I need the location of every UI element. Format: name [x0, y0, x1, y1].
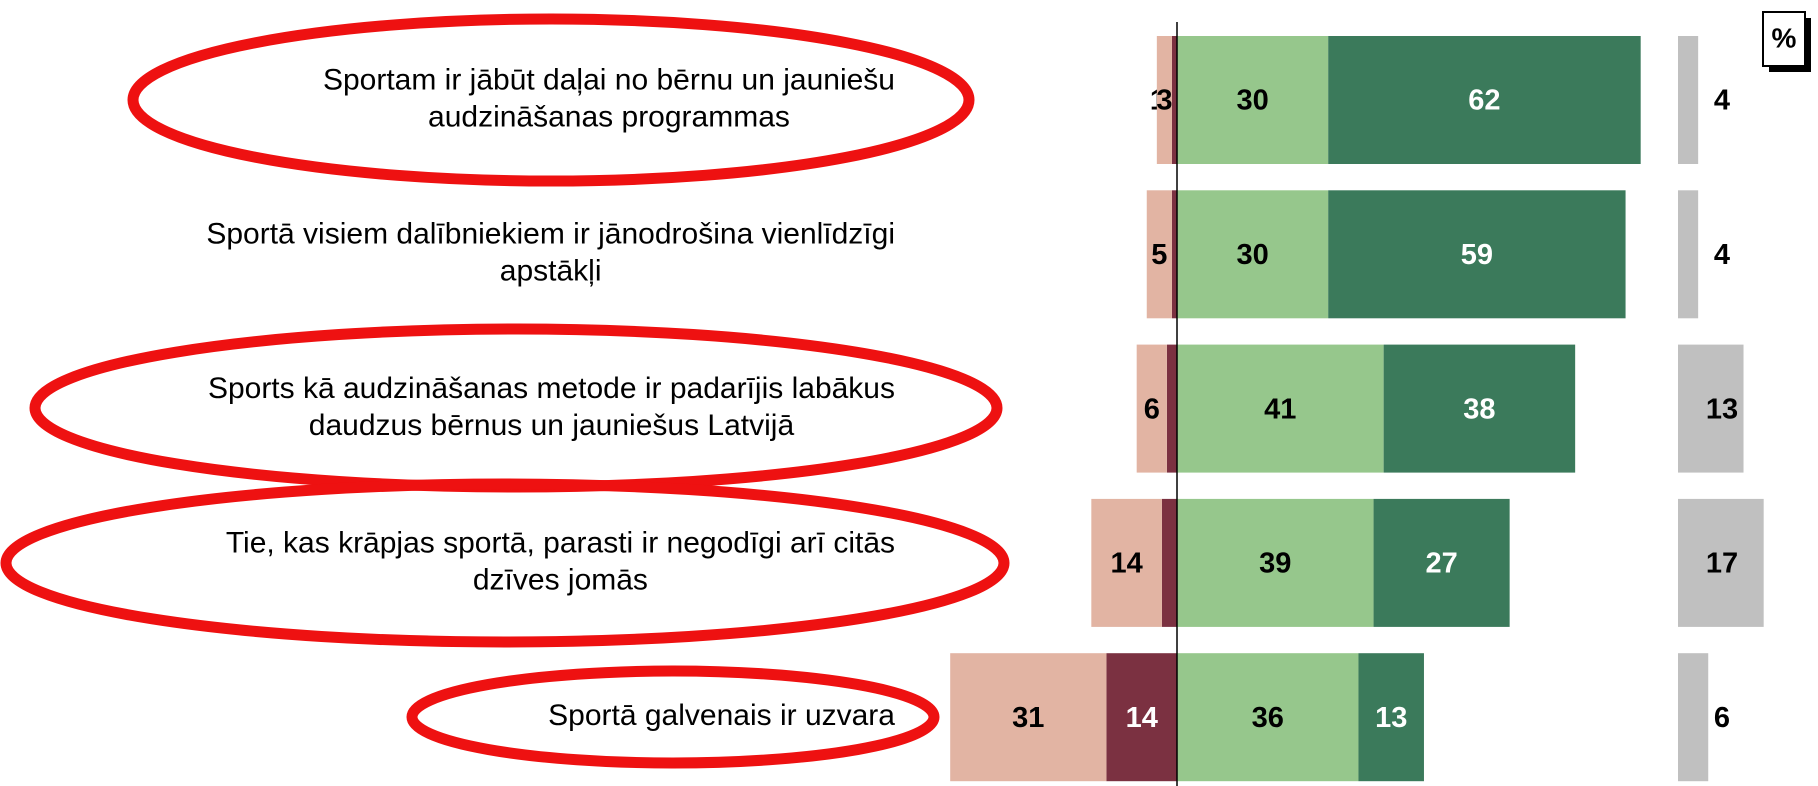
- value-label: 38: [1463, 393, 1495, 425]
- statement-line: audzināšanas programmas: [428, 100, 790, 133]
- bar-segment: [1091, 498, 1162, 627]
- statement: Sportā visiem dalībniekiem ir jānodrošin…: [206, 218, 895, 288]
- bar-segment: [1156, 36, 1172, 164]
- bar-segment: [1177, 344, 1384, 473]
- value-label: 5: [1151, 239, 1167, 271]
- statement: Sports kā audzināšanas metode ir padarīj…: [208, 372, 895, 442]
- bar-segment: [1328, 190, 1626, 319]
- highlight-ellipse: [0, 478, 1010, 648]
- statement-line: dzīves jomās: [473, 563, 648, 596]
- bar-segment: [1383, 344, 1576, 473]
- bar-segment: [1171, 190, 1177, 319]
- statement-line: Sportam ir jābūt daļai no bērnu un jauni…: [323, 63, 895, 96]
- bar-segment: [1136, 344, 1167, 473]
- value-label: 4: [1714, 239, 1730, 271]
- bar-segment: [1161, 498, 1177, 627]
- bar-segment: [1358, 653, 1424, 782]
- value-label: 41: [1264, 393, 1296, 425]
- bar-segment: [1678, 498, 1764, 627]
- value-label: 13: [1375, 702, 1407, 734]
- statement-line: daudzus bērnus un jauniešus Latvijā: [309, 409, 795, 442]
- value-label: 31: [1012, 702, 1044, 734]
- statement: Sportā galvenais ir uzvara: [548, 699, 895, 732]
- value-label: 13: [1706, 393, 1738, 425]
- bar-segment: [1678, 190, 1699, 319]
- value-label: 27: [1425, 548, 1457, 580]
- bar-segment: [1106, 653, 1177, 782]
- value-label: 14: [1110, 548, 1142, 580]
- highlight-ellipse: [406, 665, 940, 769]
- value-label: 36: [1252, 702, 1284, 734]
- bar-segment: [1171, 36, 1177, 164]
- bar-segment: [1177, 190, 1329, 319]
- statement-line: Sports kā audzināšanas metode ir padarīj…: [208, 372, 895, 405]
- value-label: 3: [1156, 85, 1172, 117]
- bar-segment: [1146, 190, 1172, 319]
- unit-label: %: [1772, 22, 1797, 53]
- value-label: 62: [1468, 85, 1500, 117]
- statement-line: apstākļi: [500, 255, 602, 288]
- value-label: 30: [1236, 85, 1268, 117]
- bar-segment: [1166, 344, 1177, 473]
- highlight-ellipse: [29, 323, 1003, 493]
- bar-segment: [1373, 498, 1510, 627]
- bar-segment: [1177, 498, 1374, 627]
- value-label: 6: [1714, 702, 1730, 734]
- bar-segment: [1678, 344, 1744, 473]
- bar-segment: [1177, 36, 1329, 164]
- highlight-ellipse: [127, 13, 975, 187]
- value-label: 6: [1144, 393, 1160, 425]
- value-label: 39: [1259, 548, 1291, 580]
- value-label: 4: [1714, 85, 1730, 117]
- bar-segment: [1678, 36, 1699, 164]
- percent-box: %: [1762, 11, 1811, 72]
- value-label: 14: [1126, 702, 1158, 734]
- statement-line: Sportā visiem dalībniekiem ir jānodrošin…: [206, 218, 895, 251]
- bar-segment: [950, 653, 1107, 782]
- value-label: 17: [1706, 548, 1738, 580]
- statement-line: Tie, kas krāpjas sportā, parasti ir nego…: [226, 526, 895, 559]
- bar-segment: [1328, 36, 1641, 164]
- bar-segment: [1177, 653, 1359, 782]
- bar-segment: [1678, 653, 1709, 782]
- statement: Tie, kas krāpjas sportā, parasti ir nego…: [226, 526, 895, 596]
- statement: Sportam ir jābūt daļai no bērnu un jauni…: [323, 63, 895, 133]
- statement-line: Sportā galvenais ir uzvara: [548, 699, 895, 732]
- value-label: 59: [1461, 239, 1493, 271]
- value-label: 30: [1236, 239, 1268, 271]
